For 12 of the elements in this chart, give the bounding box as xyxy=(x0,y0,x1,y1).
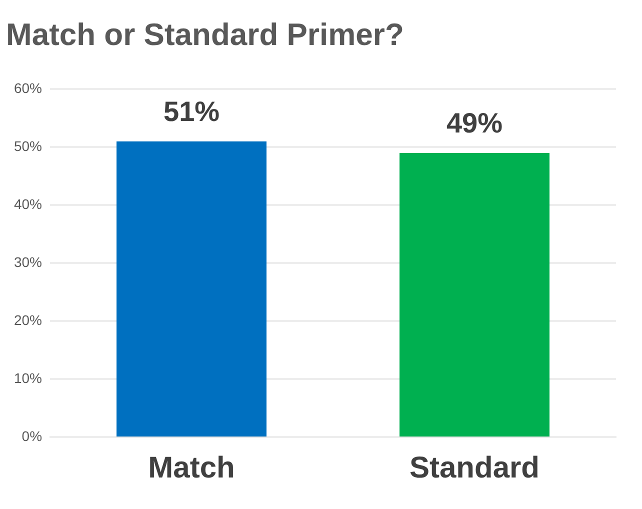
y-tick-label: 10% xyxy=(14,370,42,386)
y-tick-label: 0% xyxy=(22,428,42,444)
x-tick-label: Match xyxy=(148,451,235,484)
y-tick-label: 30% xyxy=(14,254,42,270)
chart-title: Match or Standard Primer? xyxy=(6,17,404,52)
y-tick-label: 40% xyxy=(14,196,42,212)
data-label: 49% xyxy=(446,108,503,139)
y-tick-label: 60% xyxy=(14,80,42,96)
x-tick-label: Standard xyxy=(409,451,540,484)
data-label: 51% xyxy=(163,96,220,128)
y-tick-label: 20% xyxy=(14,312,42,328)
y-tick-label: 50% xyxy=(14,138,42,154)
